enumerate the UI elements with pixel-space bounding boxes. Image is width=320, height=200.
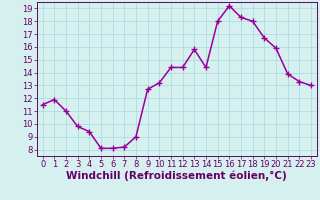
X-axis label: Windchill (Refroidissement éolien,°C): Windchill (Refroidissement éolien,°C) [67,171,287,181]
